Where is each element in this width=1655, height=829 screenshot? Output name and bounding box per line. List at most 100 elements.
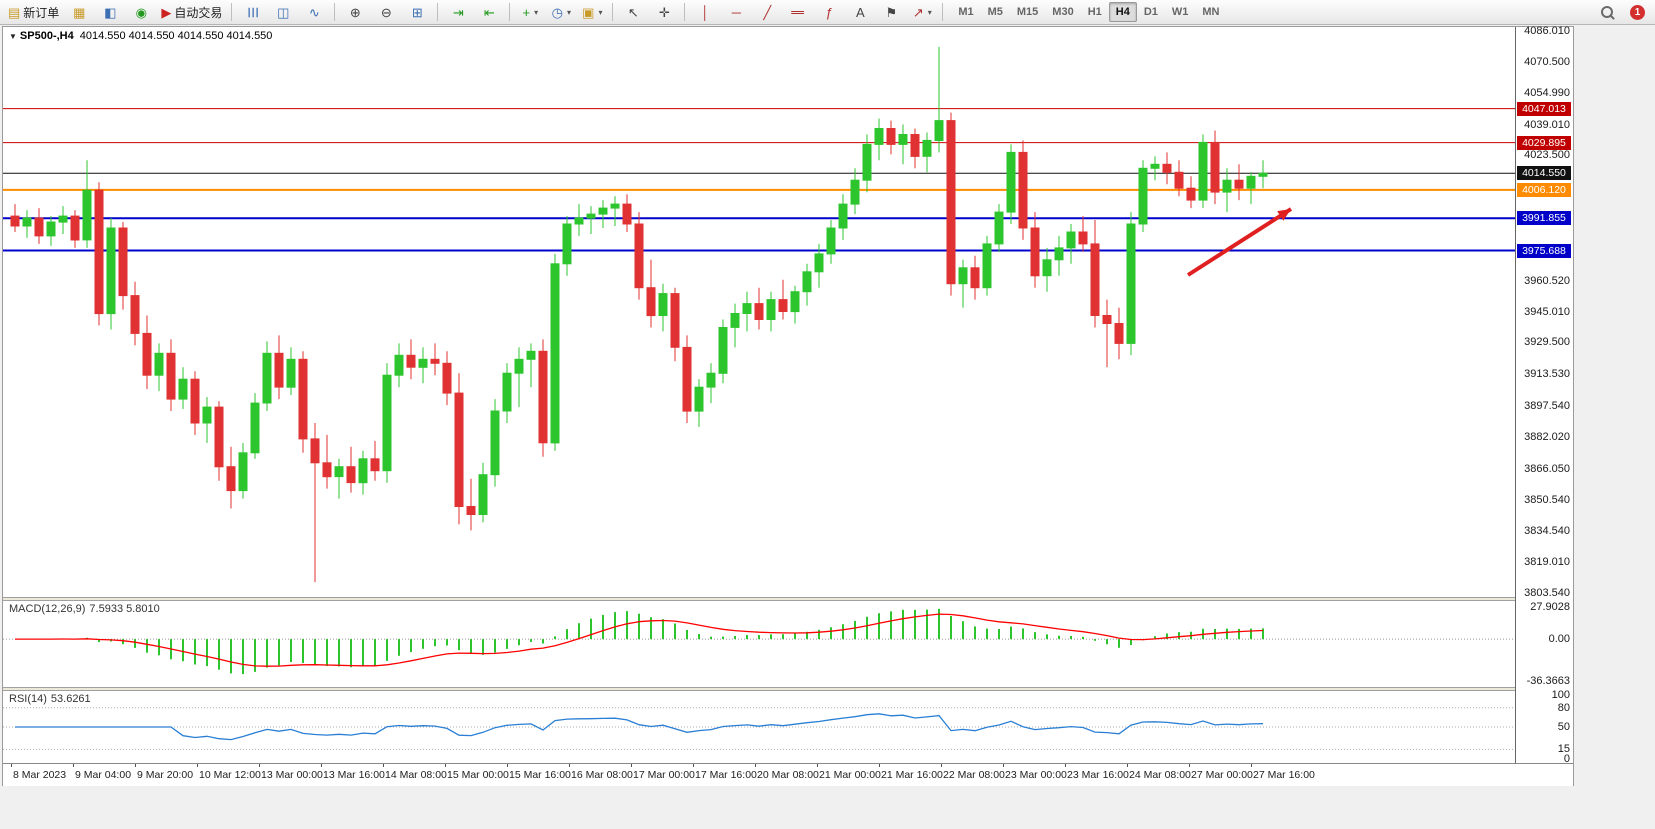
timeframe-m1-button[interactable]: M1 bbox=[958, 6, 974, 18]
time-axis-label: 15 Mar 00:00 bbox=[447, 769, 509, 781]
channel-button[interactable]: ∥ bbox=[783, 1, 813, 24]
rsi-tick-label: 100 bbox=[1551, 689, 1570, 701]
time-axis-label: 9 Mar 04:00 bbox=[75, 769, 132, 781]
timeframe-m30-button[interactable]: M30 bbox=[1052, 6, 1074, 18]
time-axis-label: 13 Mar 00:00 bbox=[261, 769, 323, 781]
bar-chart-button[interactable]: ☰ bbox=[237, 1, 267, 24]
resistance-price-label: 4029.895 bbox=[1517, 135, 1571, 150]
vertical-line-button[interactable]: │ bbox=[690, 1, 720, 24]
price-level-lines bbox=[3, 108, 1515, 252]
templates-button[interactable]: ▣ ▾ bbox=[577, 1, 607, 24]
level-price-label: 4006.120 bbox=[1517, 182, 1571, 197]
macd-values: 7.5933 5.8010 bbox=[89, 603, 160, 615]
cursor-button[interactable]: ↖ bbox=[618, 1, 648, 24]
price-axis[interactable]: 4086.010 4070.500 4054.990 4039.010 4023.500… bbox=[1515, 25, 1573, 765]
crosshair-button[interactable]: ✛ bbox=[649, 1, 679, 24]
new-order-icon: ▤ bbox=[8, 4, 21, 20]
price-tick-label: 3819.010 bbox=[1524, 556, 1570, 569]
chart-header: ▼ SP500-,H4 4014.550 4014.550 4014.550 401… bbox=[9, 30, 272, 42]
rsi-indicator-label: RSI(14) 53.6261 bbox=[9, 693, 91, 705]
timeframe-h1-button[interactable]: H1 bbox=[1087, 6, 1102, 18]
timeframe-m15-button[interactable]: M15 bbox=[1016, 6, 1039, 18]
chart-window-button[interactable]: ▦ bbox=[64, 1, 94, 24]
time-tick-mark bbox=[321, 764, 322, 767]
tile-windows-icon: ◧ bbox=[104, 4, 117, 20]
trendline-button[interactable]: ╱ bbox=[752, 1, 782, 24]
time-tick-mark bbox=[817, 764, 818, 767]
time-tick-mark bbox=[73, 764, 74, 767]
candlestick-chart-button[interactable]: ◫ bbox=[268, 1, 298, 24]
price-chart-plot[interactable] bbox=[3, 27, 1515, 763]
time-axis-label: 8 Mar 2023 bbox=[13, 769, 67, 781]
time-axis-label: 9 Mar 20:00 bbox=[137, 769, 194, 781]
time-axis-label: 22 Mar 08:00 bbox=[943, 769, 1005, 781]
refresh-button[interactable]: ◉ bbox=[126, 1, 156, 24]
time-axis-label: 20 Mar 08:00 bbox=[757, 769, 819, 781]
time-axis-label: 13 Mar 16:00 bbox=[323, 769, 385, 781]
time-tick-mark bbox=[631, 764, 632, 767]
horizontal-line-button[interactable]: ─ bbox=[721, 1, 751, 24]
time-tick-mark bbox=[1003, 764, 1004, 767]
toolbar-separator bbox=[334, 3, 336, 21]
macd-indicator-label: MACD(12,26,9) 7.5933 5.8010 bbox=[9, 603, 160, 615]
refresh-icon: ◉ bbox=[135, 4, 147, 20]
timeframe-w1-button[interactable]: W1 bbox=[1171, 6, 1189, 18]
channel-icon: ∥ bbox=[790, 8, 806, 16]
chart-ohlc-values: 4014.550 4014.550 4014.550 4014.550 bbox=[79, 30, 273, 42]
time-tick-mark bbox=[693, 764, 694, 767]
fibonacci-icon: ƒ bbox=[825, 4, 833, 20]
tile-chart-button[interactable]: ⊞ bbox=[402, 1, 432, 24]
timeframe-mn-button[interactable]: MN bbox=[1202, 6, 1220, 18]
bar-chart-icon: ☰ bbox=[244, 6, 260, 18]
horizontal-line-icon: ─ bbox=[731, 4, 741, 20]
timeframe-m5-button[interactable]: M5 bbox=[987, 6, 1003, 18]
price-tick-label: 4086.010 bbox=[1524, 25, 1570, 37]
time-axis-label: 15 Mar 16:00 bbox=[509, 769, 571, 781]
periods-button[interactable]: ◷ ▾ bbox=[546, 1, 576, 24]
periods-icon: ◷ bbox=[551, 4, 563, 20]
price-tick-label: 3850.540 bbox=[1524, 493, 1570, 506]
search-button[interactable] bbox=[1592, 1, 1622, 24]
auto-trading-button[interactable]: ▶ 自动交易 bbox=[157, 1, 226, 24]
time-tick-mark bbox=[941, 764, 942, 767]
notification-badge[interactable]: 1 bbox=[1630, 4, 1645, 20]
toolbar-separator bbox=[684, 3, 686, 21]
chart-shift-icon: ⇤ bbox=[483, 4, 495, 20]
trendline-icon: ╱ bbox=[763, 4, 772, 20]
timeframe-d1-button[interactable]: D1 bbox=[1143, 6, 1158, 18]
label-button[interactable]: ⚑ bbox=[876, 1, 906, 24]
rsi-name: RSI(14) bbox=[9, 693, 47, 705]
candlestick-chart-icon: ◫ bbox=[277, 4, 290, 20]
time-axis[interactable]: 8 Mar 2023 9 Mar 04:00 9 Mar 20:00 10 Mar 1… bbox=[3, 763, 1573, 786]
panel-separator[interactable] bbox=[3, 687, 1573, 691]
timeframe-h4-button[interactable]: H4 bbox=[1108, 2, 1137, 22]
auto-scroll-button[interactable]: ⇥ bbox=[443, 1, 473, 24]
time-tick-mark bbox=[11, 764, 12, 767]
chart-shift-button[interactable]: ⇤ bbox=[474, 1, 504, 24]
dropdown-caret-icon: ▾ bbox=[566, 7, 571, 17]
time-axis-label: 17 Mar 00:00 bbox=[633, 769, 695, 781]
chart-symbol-title: SP500-,H4 bbox=[19, 30, 74, 42]
trend-arrow-annotation[interactable] bbox=[1186, 207, 1293, 277]
new-order-button[interactable]: ▤ 新订单 bbox=[4, 1, 63, 24]
fibonacci-button[interactable]: ƒ bbox=[814, 1, 844, 24]
panel-separator[interactable] bbox=[3, 597, 1573, 601]
text-icon: A bbox=[855, 4, 865, 20]
indicators-button[interactable]: + ▾ bbox=[515, 1, 545, 24]
price-tick-label: 4039.010 bbox=[1524, 118, 1570, 131]
tile-chart-icon: ⊞ bbox=[411, 4, 423, 20]
macd-name: MACD(12,26,9) bbox=[9, 603, 86, 615]
arrows-button[interactable]: ↗ ▾ bbox=[907, 1, 937, 24]
text-button[interactable]: A bbox=[845, 1, 875, 24]
symbol-dropdown-icon[interactable]: ▼ bbox=[9, 32, 17, 41]
line-chart-button[interactable]: ∿ bbox=[299, 1, 329, 24]
cursor-icon: ↖ bbox=[627, 4, 639, 20]
tile-windows-button[interactable]: ◧ bbox=[95, 1, 125, 24]
dropdown-caret-icon: ▾ bbox=[598, 7, 603, 17]
workspace-background bbox=[1576, 26, 1655, 829]
time-axis-label: 24 Mar 08:00 bbox=[1129, 769, 1191, 781]
zoom-in-button[interactable]: ⊕ bbox=[340, 1, 370, 24]
zoom-out-button[interactable]: ⊖ bbox=[371, 1, 401, 24]
price-tick-label: 3960.520 bbox=[1524, 274, 1570, 287]
timeframe-toolbar: M1 M5 M15 M30 H1 H4 D1 W1 MN bbox=[951, 2, 1226, 22]
